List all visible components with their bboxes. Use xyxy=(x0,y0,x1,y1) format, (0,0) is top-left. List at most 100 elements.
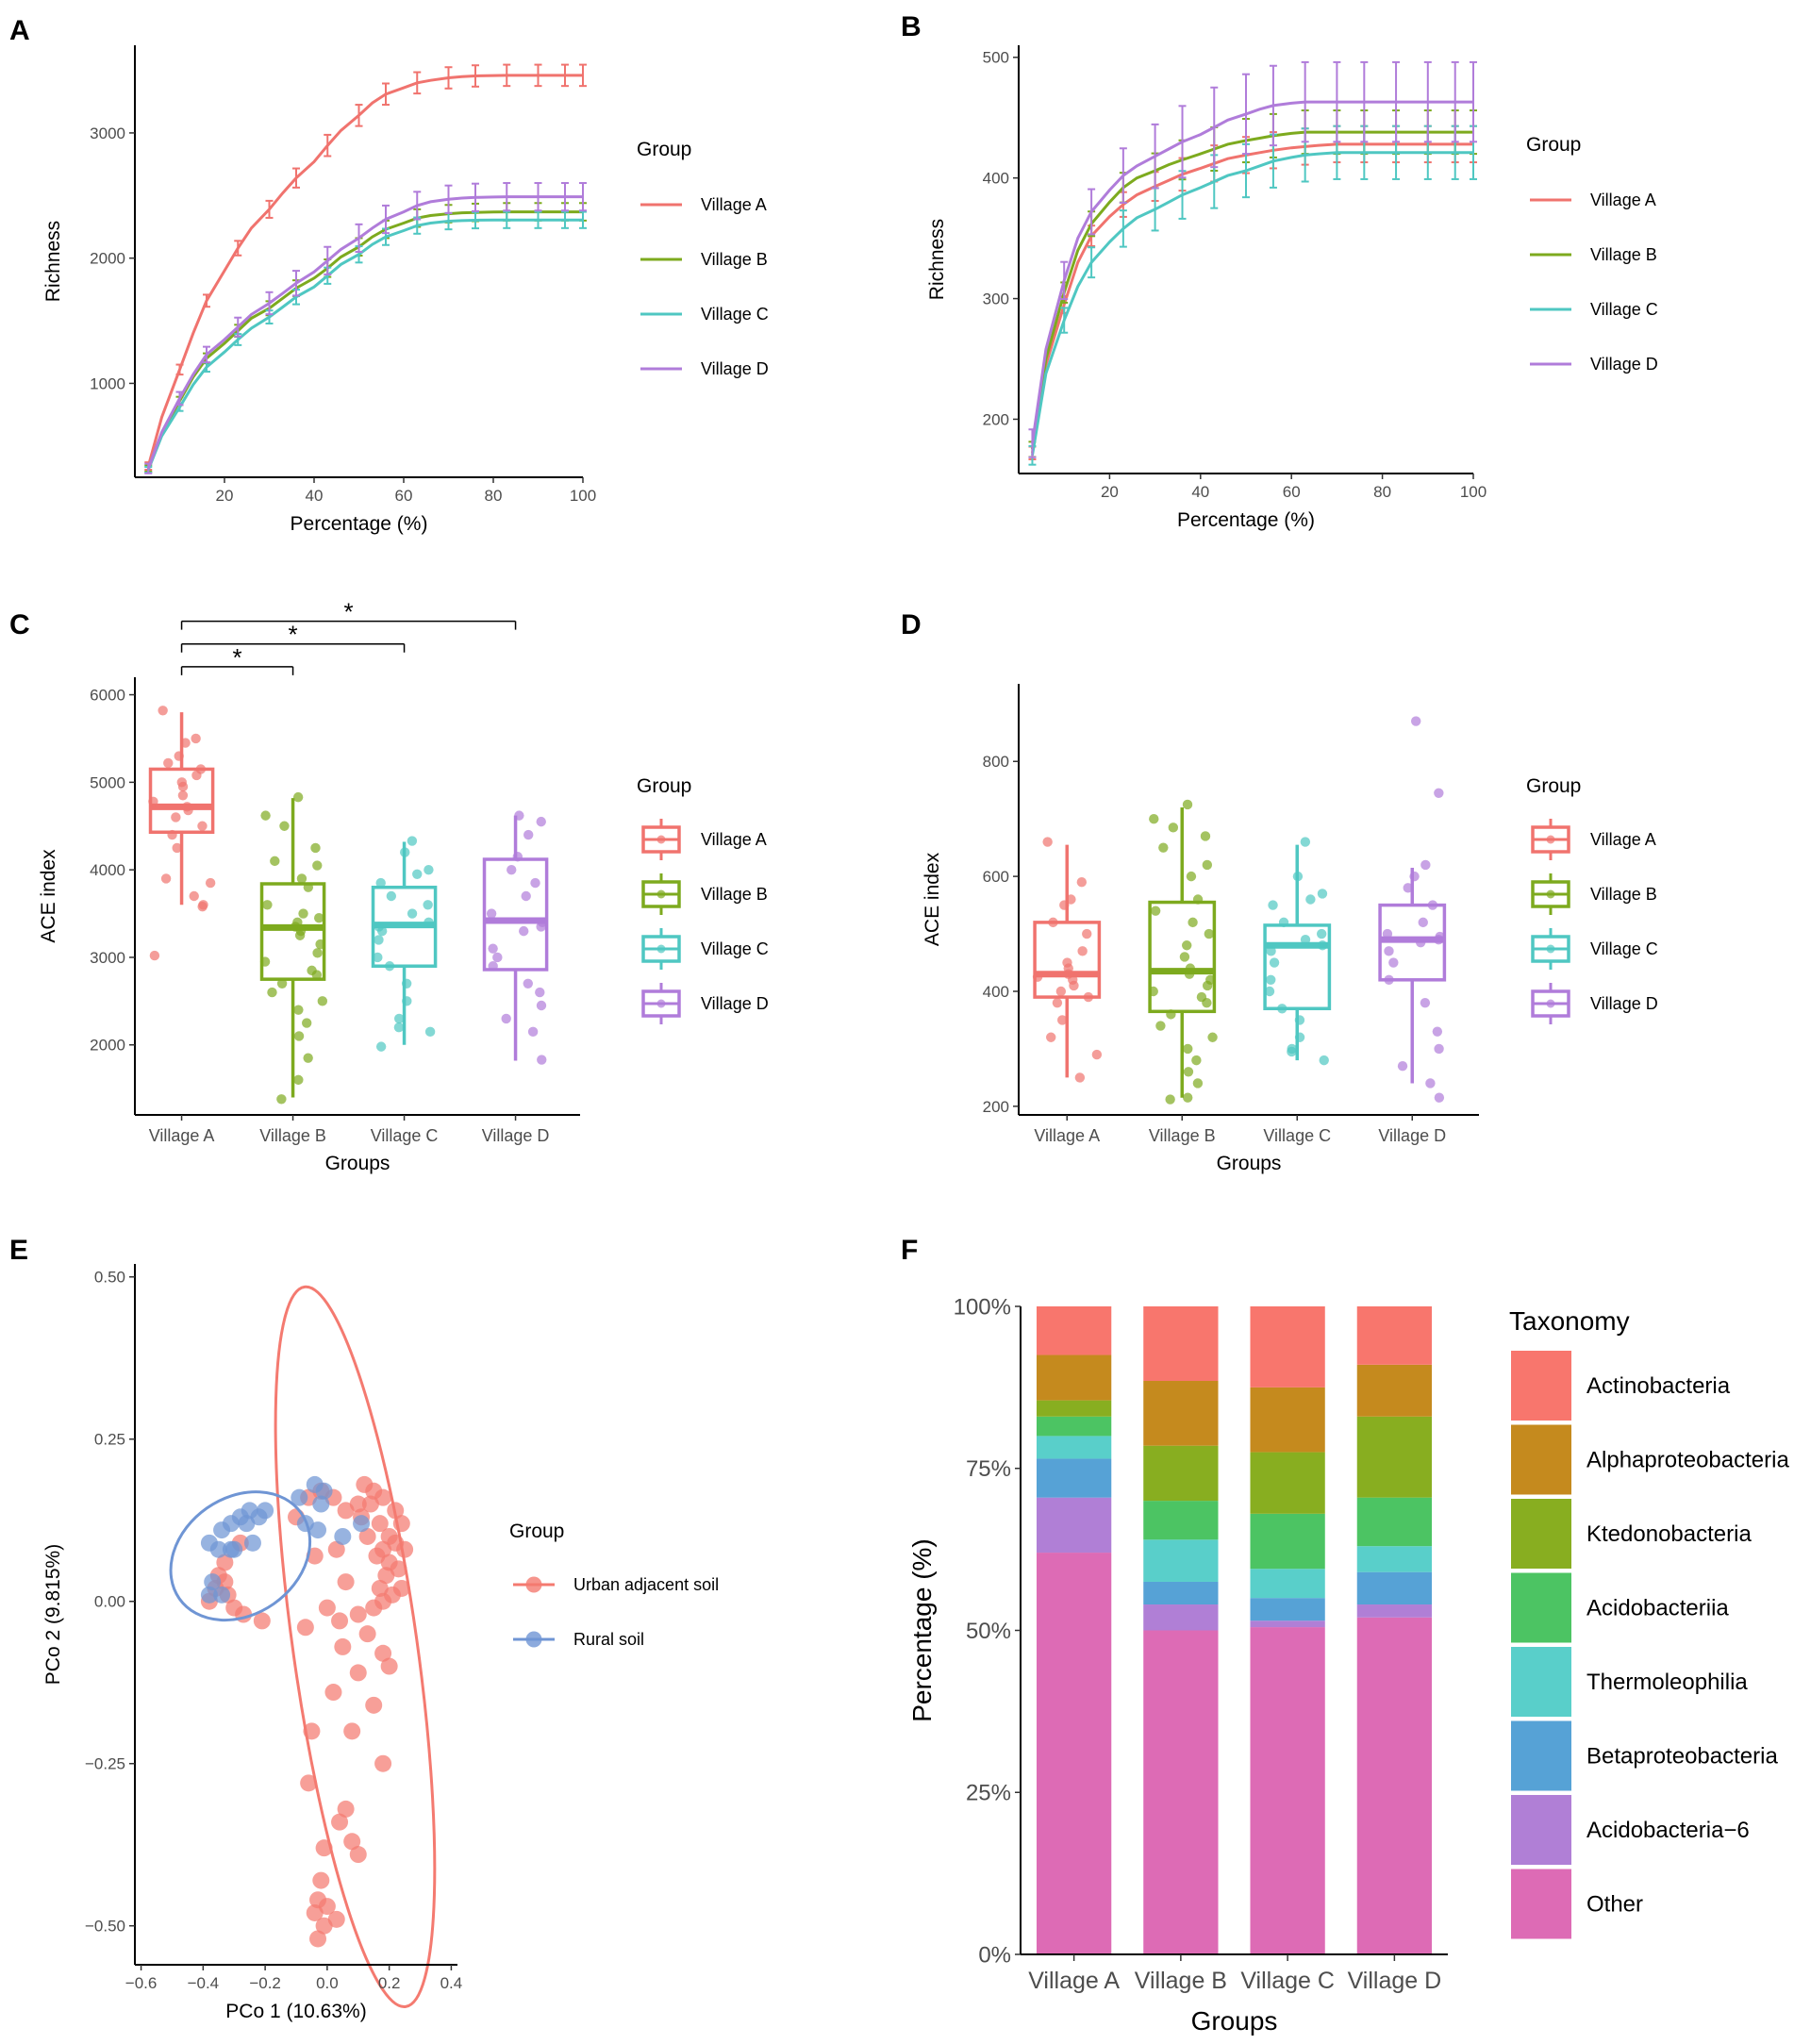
data-point xyxy=(512,852,523,862)
y-tick-label: 600 xyxy=(983,868,1009,886)
iqr-box xyxy=(1033,921,1102,999)
stacked-bar-village-d xyxy=(1356,1306,1433,1954)
bar-segment xyxy=(1250,1627,1325,1954)
iqr-box xyxy=(1148,900,1217,1014)
data-point xyxy=(324,1684,342,1702)
bar-segment xyxy=(1356,1364,1433,1417)
x-tick-label: Village D xyxy=(482,1126,550,1145)
data-point xyxy=(291,1488,308,1506)
x-tick-label: Village D xyxy=(1378,1126,1446,1145)
y-tick-label: 1000 xyxy=(90,374,125,392)
data-point xyxy=(312,948,323,958)
legend-key xyxy=(1511,1572,1571,1643)
data-point xyxy=(1150,906,1161,916)
data-point xyxy=(301,1018,312,1028)
data-point xyxy=(259,956,271,967)
data-point xyxy=(1183,1043,1193,1055)
series-village-b xyxy=(144,202,587,473)
bar-segment xyxy=(1143,1501,1219,1540)
data-point xyxy=(424,917,434,928)
y-tick-label: 0.50 xyxy=(94,1269,125,1287)
data-point xyxy=(293,1074,304,1086)
data-point xyxy=(423,900,433,910)
data-point xyxy=(1434,1092,1445,1103)
legend-label: Acidobacteriia xyxy=(1586,1596,1729,1621)
data-point xyxy=(292,791,304,803)
y-tick-label: 0% xyxy=(978,1942,1011,1968)
data-point xyxy=(276,1094,287,1105)
data-point xyxy=(536,922,546,932)
data-point xyxy=(1048,917,1058,928)
box-village-d xyxy=(1378,716,1447,1103)
data-point xyxy=(200,1586,218,1604)
legend-key-dot xyxy=(525,1576,542,1593)
x-axis-title: Groups xyxy=(1217,1153,1282,1174)
legend-label: Village D xyxy=(701,994,769,1013)
data-point xyxy=(1200,831,1211,841)
data-point xyxy=(243,1534,261,1552)
data-point xyxy=(507,864,517,875)
bar-segment xyxy=(1143,1445,1219,1502)
data-point xyxy=(267,987,277,998)
data-point xyxy=(1403,883,1413,893)
legend-key xyxy=(1511,1795,1571,1865)
data-point xyxy=(149,950,160,961)
series-village-a xyxy=(1028,125,1477,460)
data-point xyxy=(1188,917,1198,928)
data-point xyxy=(334,1637,352,1655)
legend-label: Village A xyxy=(701,830,767,849)
x-tick-label: 80 xyxy=(485,487,503,505)
data-point xyxy=(1294,1032,1305,1042)
data-point xyxy=(424,1026,436,1038)
legend-key xyxy=(1511,1424,1571,1495)
data-point xyxy=(1384,974,1394,986)
y-tick-label: 75% xyxy=(966,1456,1011,1482)
data-point xyxy=(386,890,397,902)
stacked-bar-village-b xyxy=(1143,1306,1219,1954)
data-point xyxy=(1042,837,1053,847)
x-tick-label: 0.2 xyxy=(378,1974,401,1992)
data-point xyxy=(225,1540,243,1558)
data-point xyxy=(501,1013,511,1024)
data-point xyxy=(1183,1092,1193,1103)
significance-star: * xyxy=(343,598,353,626)
bar-segment xyxy=(1356,1617,1433,1954)
data-point xyxy=(1278,917,1289,928)
data-point xyxy=(1266,946,1276,956)
x-tick-label: 100 xyxy=(1460,483,1487,501)
data-point xyxy=(1427,900,1438,910)
confidence-ellipse xyxy=(169,1490,312,1622)
legend-label: Village C xyxy=(1590,939,1658,958)
data-point xyxy=(1148,986,1158,997)
y-tick-label: 200 xyxy=(983,410,1009,428)
legend-key xyxy=(1511,1499,1571,1569)
data-point xyxy=(309,1930,327,1948)
bar-segment xyxy=(1250,1452,1325,1514)
data-point xyxy=(167,829,177,840)
data-point xyxy=(191,770,202,781)
y-tick-label: 25% xyxy=(966,1781,1011,1806)
data-point xyxy=(312,1495,330,1513)
x-tick-label: 0.4 xyxy=(440,1974,463,1992)
series-line xyxy=(146,74,583,467)
data-point xyxy=(331,1813,349,1831)
data-point xyxy=(177,781,189,792)
data-point xyxy=(191,733,201,744)
data-point xyxy=(1384,946,1394,956)
legend-label: Other xyxy=(1586,1892,1643,1918)
data-point xyxy=(315,1482,333,1500)
data-point xyxy=(1287,1046,1297,1057)
bar-segment xyxy=(1356,1571,1433,1605)
y-tick-label: 2000 xyxy=(90,1037,125,1055)
data-point xyxy=(358,1527,376,1545)
data-point xyxy=(172,842,182,854)
legend-title: Group xyxy=(637,775,691,797)
legend-title: Group xyxy=(1526,134,1581,156)
bar-segment xyxy=(1036,1553,1112,1954)
data-point xyxy=(486,908,497,919)
data-point xyxy=(177,790,189,801)
data-point xyxy=(1192,1078,1204,1088)
data-point xyxy=(1191,1055,1202,1066)
data-point xyxy=(309,1521,327,1539)
